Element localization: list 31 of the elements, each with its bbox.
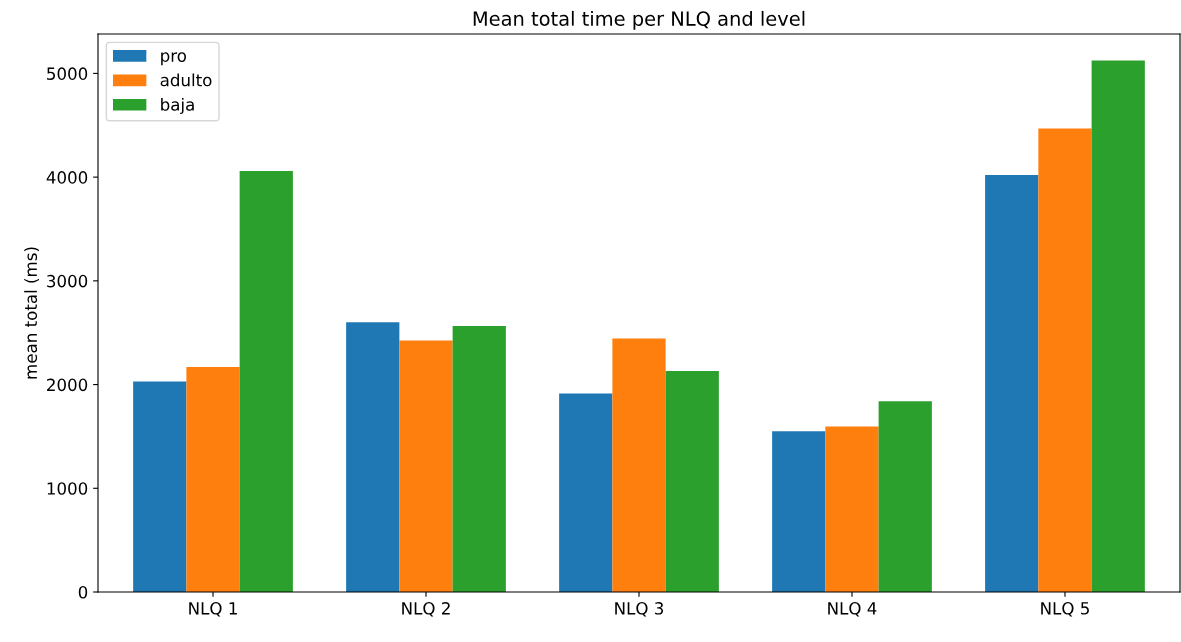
x-tick-label: NLQ 3 (615, 602, 664, 617)
bar (772, 431, 826, 592)
y-tick-label: 4000 (46, 171, 88, 184)
x-tick-label: NLQ 2 (402, 602, 450, 617)
bar (612, 338, 666, 592)
bar (559, 393, 613, 592)
bar (452, 325, 506, 592)
x-tick-label: NLQ 5 (1041, 602, 1089, 617)
bar (878, 401, 932, 592)
y-tick-label: 3000 (47, 274, 88, 288)
bar (239, 170, 293, 592)
bar (1038, 128, 1092, 592)
legend-label: pro (161, 52, 187, 66)
y-tick-label: 0 (78, 585, 88, 599)
y-tick-label: 5000 (47, 67, 88, 80)
y-tick-label: 2000 (47, 378, 88, 392)
bar (985, 175, 1039, 592)
x-tick-label: NLQ 4 (828, 602, 877, 617)
bar (825, 426, 879, 592)
legend-label: adulto (160, 73, 212, 87)
bar (399, 340, 453, 592)
y-tick-label: 1000 (47, 482, 88, 495)
bar (133, 381, 187, 592)
bar (346, 322, 400, 592)
legend-label: baja (161, 97, 194, 115)
bar (186, 366, 240, 592)
bar (665, 371, 719, 592)
bar (1091, 60, 1145, 592)
chart-title: Mean total time per NLQ and level (473, 10, 805, 30)
y-axis-title: mean total (ms) (24, 247, 40, 379)
x-tick-label: NLQ 1 (189, 602, 237, 617)
